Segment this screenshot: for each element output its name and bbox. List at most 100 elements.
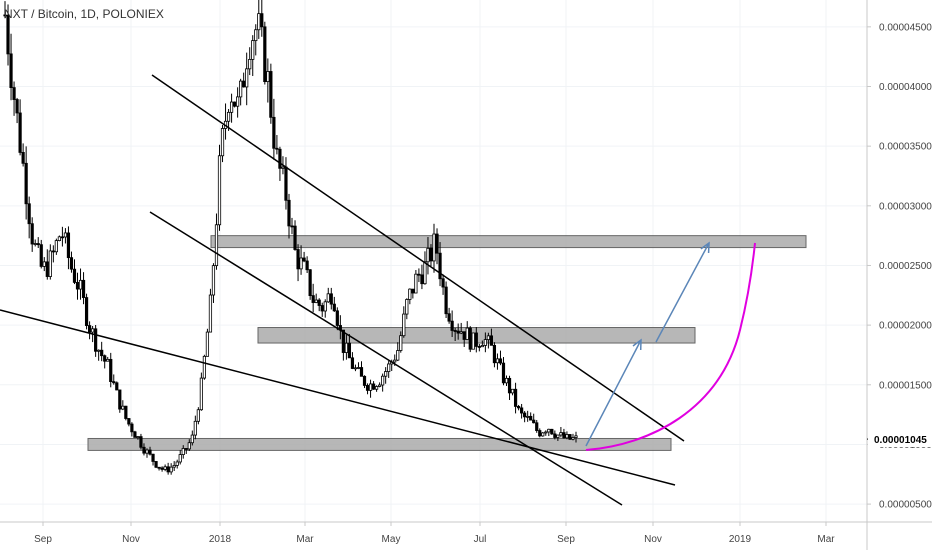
candle xyxy=(193,415,197,440)
candle xyxy=(332,296,336,312)
candle xyxy=(459,322,463,335)
candle xyxy=(181,445,185,459)
candle xyxy=(571,433,575,441)
candle xyxy=(57,235,61,242)
candle xyxy=(87,321,92,340)
x-tick-label: Mar xyxy=(817,534,835,545)
time-axis[interactable]: Sep Nov 2018 Mar May Jul Sep Nov 2019 Mar xyxy=(34,522,835,545)
candle xyxy=(172,461,176,471)
candle xyxy=(480,340,484,348)
candle xyxy=(42,257,46,272)
candle xyxy=(344,334,348,360)
projection-arrow xyxy=(585,338,642,447)
candle xyxy=(163,464,167,472)
candle xyxy=(568,434,572,440)
candle xyxy=(562,428,566,439)
candle xyxy=(63,228,68,244)
projection-curve-path xyxy=(585,242,756,451)
candle xyxy=(184,448,188,454)
candle xyxy=(429,244,433,267)
candle xyxy=(75,272,80,300)
candle xyxy=(269,63,273,124)
y-tick-label: 0.00001500 xyxy=(879,380,932,391)
x-tick-label: May xyxy=(382,534,401,545)
candle xyxy=(381,373,385,392)
y-tick-label: 0.00002500 xyxy=(879,261,932,272)
candle xyxy=(60,226,65,247)
last-price-marker: 0.00001045 xyxy=(868,431,932,448)
candle xyxy=(133,430,137,438)
support-zone xyxy=(210,235,807,249)
candle xyxy=(311,283,315,313)
candle xyxy=(420,264,424,290)
chart-title: NXT / Bitcoin, 1D, POLONIEX xyxy=(4,7,164,21)
candle xyxy=(411,288,415,299)
candle xyxy=(574,431,578,443)
candle xyxy=(453,327,457,342)
trendline xyxy=(149,211,623,506)
candle xyxy=(160,466,164,472)
candle xyxy=(498,350,503,366)
candle xyxy=(145,448,149,458)
candle xyxy=(54,238,58,255)
candle xyxy=(486,332,490,349)
candle xyxy=(447,307,451,324)
candle xyxy=(532,413,536,424)
candle xyxy=(375,385,379,392)
candle xyxy=(308,269,312,300)
trendlines xyxy=(0,74,685,506)
candle xyxy=(263,21,267,85)
candle xyxy=(293,220,297,251)
candle xyxy=(45,249,49,280)
candle xyxy=(175,459,179,469)
x-tick-label: 2018 xyxy=(209,534,232,545)
candle xyxy=(157,466,161,471)
candle xyxy=(97,349,101,361)
candle xyxy=(236,87,240,118)
candle xyxy=(350,352,355,370)
candle xyxy=(353,364,358,372)
candle xyxy=(127,418,131,427)
candle xyxy=(417,268,421,283)
candle xyxy=(48,244,52,280)
candle xyxy=(296,244,300,282)
x-tick-label: Mar xyxy=(296,534,314,545)
projection-arrow xyxy=(655,241,710,343)
candle xyxy=(154,461,158,469)
candle xyxy=(477,343,481,352)
candle xyxy=(501,357,506,386)
candle xyxy=(242,72,246,88)
candle xyxy=(151,453,155,466)
candle xyxy=(329,287,333,310)
candle xyxy=(441,274,445,295)
candle xyxy=(27,196,31,239)
candle xyxy=(396,342,400,362)
candle xyxy=(220,124,225,163)
candle xyxy=(260,0,264,37)
y-tick-label: 0.00003000 xyxy=(879,201,932,212)
last-price-label: 0.00001045 xyxy=(874,435,927,446)
candle xyxy=(202,354,206,380)
candle xyxy=(504,375,509,387)
candle xyxy=(474,327,478,353)
candle xyxy=(444,281,448,318)
candle xyxy=(426,237,430,275)
candle xyxy=(190,430,194,446)
projection-arrows xyxy=(585,241,710,447)
candle xyxy=(365,383,370,395)
candle xyxy=(462,331,466,347)
candle xyxy=(483,332,487,353)
candle xyxy=(254,24,258,56)
trendline xyxy=(0,309,676,486)
x-tick-label: 2019 xyxy=(729,534,752,545)
candle xyxy=(248,47,252,76)
candle xyxy=(523,411,527,423)
candle xyxy=(69,251,74,273)
x-tick-label: Jul xyxy=(474,534,487,545)
candle xyxy=(257,0,261,39)
candle xyxy=(550,428,554,435)
candle xyxy=(371,381,376,390)
candle xyxy=(556,434,560,441)
trendline xyxy=(151,74,685,442)
